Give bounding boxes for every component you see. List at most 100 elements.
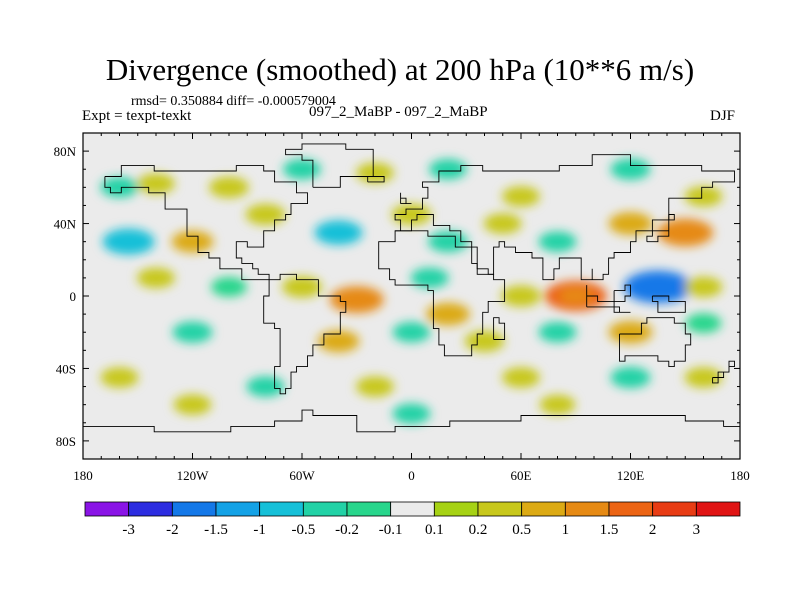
coastline — [646, 214, 675, 243]
field-anomaly — [137, 173, 175, 194]
colorbar-swatch — [521, 501, 566, 517]
y-tick-label: 80S — [56, 434, 76, 449]
field-contour-region — [464, 330, 505, 352]
y-tick-label: 40N — [54, 217, 77, 232]
rmsd-diff-text: rmsd= 0.350884 diff= -0.000579004 — [131, 94, 336, 109]
field-anomaly — [314, 220, 363, 245]
field-contour-core — [618, 217, 643, 230]
field-contour-region — [684, 276, 723, 298]
field-anomaly — [426, 302, 470, 326]
colorbar-swatch — [215, 501, 261, 517]
colorbar-swatch — [608, 501, 654, 517]
colorbar-label: -3 — [122, 522, 135, 538]
y-tick-label: 40S — [56, 361, 76, 376]
colorbar-swatch — [477, 501, 523, 517]
field-contour-region — [137, 267, 175, 289]
field-contour-region — [317, 330, 360, 353]
x-tick-label: 60E — [511, 468, 532, 483]
field-contour-region — [501, 285, 541, 307]
colorbar-label: 1.5 — [600, 522, 619, 538]
colorbar-swatch — [433, 501, 479, 517]
field-anomaly — [356, 162, 394, 184]
field-anomaly — [608, 320, 653, 344]
coastline — [378, 230, 506, 357]
colorbar-swatch — [390, 501, 435, 517]
x-tick-label: 180 — [730, 468, 750, 483]
field-contour-region — [502, 367, 540, 388]
coastline — [367, 176, 385, 183]
field-anomaly — [538, 231, 577, 252]
colorbar-label: -1 — [253, 522, 266, 538]
field-anomaly — [464, 330, 505, 352]
field-contour-core — [341, 292, 372, 307]
field-contour-region — [282, 276, 322, 298]
field-anomaly — [502, 186, 540, 207]
field-contour-region — [100, 367, 139, 388]
field-contour-region — [171, 230, 214, 253]
x-tick-label: 120W — [177, 468, 210, 483]
coastline — [400, 192, 412, 205]
coastline — [104, 165, 308, 281]
colorbar-swatch — [346, 501, 392, 517]
field-anomaly — [539, 394, 576, 415]
colorbar-label: -2 — [166, 522, 179, 538]
field-anomaly — [317, 330, 360, 353]
x-tick-label: 0 — [408, 468, 415, 483]
field-anomaly — [623, 270, 692, 304]
field-contour-region — [245, 203, 286, 226]
field-contour-region — [410, 267, 449, 289]
field-anomaly — [657, 218, 714, 247]
colorbar-label: 0.1 — [425, 522, 444, 538]
field-contour-core — [325, 225, 352, 240]
field-anomaly — [102, 228, 155, 255]
field-anomaly — [610, 158, 651, 180]
field-contour-core — [435, 307, 461, 321]
field-anomaly — [685, 313, 722, 333]
coastline — [619, 317, 692, 368]
comparison-label: 097_2_MaBP - 097_2_MaBP — [309, 104, 488, 120]
field-anomaly — [173, 394, 212, 415]
colorbar-label: -0.5 — [291, 522, 315, 538]
field-anomaly — [209, 176, 249, 198]
field-anomaly — [211, 277, 247, 297]
field-contour-region — [137, 173, 175, 194]
colorbar-label: 1 — [562, 522, 570, 538]
field-anomaly — [392, 403, 431, 424]
field-contour-region — [209, 176, 249, 198]
y-tick-label: 80N — [54, 144, 77, 159]
coastline — [613, 284, 631, 302]
field-contour-core — [669, 225, 701, 241]
field-anomaly — [502, 367, 540, 388]
field-contour-region — [538, 322, 577, 343]
colorbar-label: -0.2 — [335, 522, 359, 538]
chart-title: Divergence (smoothed) at 200 hPa (10**6 … — [105, 52, 695, 87]
field-anomaly — [246, 376, 285, 397]
field-contour-region — [538, 231, 577, 252]
colorbar-swatch — [171, 501, 217, 517]
field-contour-core — [618, 325, 643, 339]
field-contour-region — [685, 313, 722, 333]
colorbar-swatch — [695, 501, 741, 517]
colorbar-label: -1.5 — [204, 522, 228, 538]
x-tick-label: 120E — [617, 468, 645, 483]
field-contour-region — [211, 277, 247, 297]
coastline — [712, 360, 735, 384]
coastline — [651, 295, 686, 313]
field-contour-region — [356, 376, 394, 397]
coastline — [263, 273, 347, 395]
coastline — [285, 143, 374, 188]
field-anomaly — [100, 367, 139, 388]
colorbar-swatch — [84, 501, 130, 517]
field-anomaly — [610, 366, 651, 389]
field-anomaly — [172, 321, 213, 343]
field-contour-region — [429, 159, 467, 180]
colorbar-label: 0.2 — [469, 522, 488, 538]
field-anomaly — [608, 212, 653, 235]
field-contour-region — [173, 394, 212, 415]
field-anomaly — [392, 322, 431, 343]
field-anomaly — [410, 267, 449, 289]
colorbar-swatch — [259, 501, 304, 517]
coastline — [394, 154, 735, 281]
coastline — [83, 409, 740, 433]
